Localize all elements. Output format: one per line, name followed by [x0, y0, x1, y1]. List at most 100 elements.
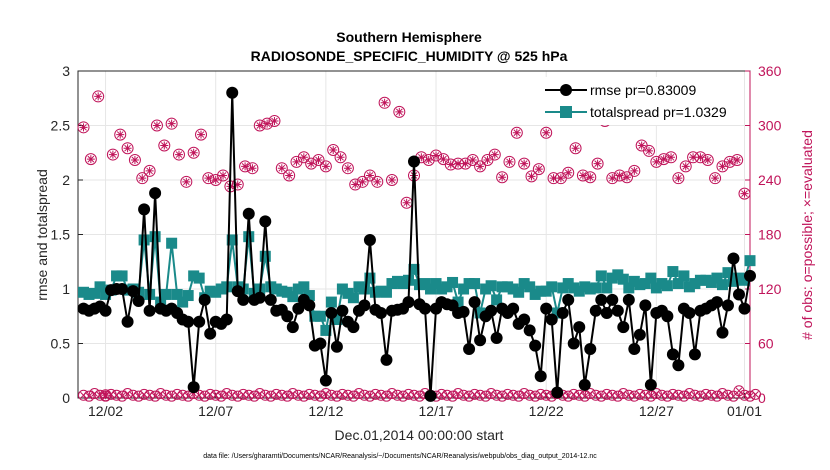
obs-evaluated-point [94, 92, 103, 101]
obs-possible-point [540, 126, 553, 139]
totalspread-point [386, 278, 398, 290]
obs-zero-point [149, 390, 161, 402]
obs-zero-point [116, 390, 128, 402]
obs-possible-point [518, 157, 531, 170]
obs-evaluated-point [608, 174, 617, 183]
totalspread-point [584, 283, 596, 295]
obs-possible-point [246, 162, 259, 175]
totalspread-point [276, 285, 288, 297]
totalspread-point [353, 281, 365, 293]
obs-zero-point [612, 390, 624, 402]
totalspread-point [711, 272, 723, 284]
footnote: data file: /Users/gharamti/Documents/NCA… [203, 453, 597, 460]
obs-zero-point [678, 390, 690, 402]
totalspread-point [188, 270, 200, 282]
totalspread-point [628, 275, 640, 287]
rmse-point [716, 326, 729, 339]
obs-evaluated-point [292, 157, 301, 166]
obs-zero-evaluated [118, 392, 126, 400]
obs-zero-point [232, 390, 244, 402]
obs-possible-point [393, 105, 406, 118]
rmse-point [363, 233, 376, 246]
totalspread-point [738, 274, 750, 286]
obs-evaluated-point [652, 157, 661, 166]
rmse-point [545, 313, 558, 326]
obs-possible-point [261, 117, 274, 130]
obs-possible-point [231, 178, 244, 191]
y-tick-label-6: 3 [62, 63, 70, 79]
rmse-point [220, 313, 233, 326]
totalspread-point [678, 270, 690, 282]
obs-evaluated-point [116, 130, 125, 139]
x-tick-label-1: 12/07 [198, 403, 233, 419]
rmse-point [314, 337, 327, 350]
obs-zero-evaluated [614, 392, 622, 400]
totalspread-point [546, 281, 558, 293]
rmse-point [666, 348, 679, 361]
obs-possible-point [503, 155, 516, 168]
obs-possible-point [496, 171, 509, 184]
obs-evaluated-point [270, 116, 279, 125]
obs-possible-point [569, 142, 582, 155]
totalspread-point [298, 281, 310, 293]
obs-zero-point [314, 390, 326, 402]
legend-totalspread-label: totalspread pr=1.0329 [590, 104, 727, 120]
obs-zero-point [364, 390, 376, 402]
totalspread-point [391, 275, 403, 287]
rmse-point [738, 302, 751, 315]
obs-possible-point [114, 128, 127, 141]
obs-possible-point [92, 90, 105, 103]
obs-zero-point [331, 390, 343, 402]
totalspread-point [100, 288, 112, 300]
obs-possible-point [672, 172, 685, 185]
obs-zero-point [744, 390, 756, 402]
y-tick-label-0: 0 [62, 390, 70, 406]
obs-possible-point [319, 160, 332, 173]
totalspread-point [656, 278, 668, 290]
rmse-point [419, 302, 432, 315]
obs-evaluated-point [152, 121, 161, 130]
totalspread-point [573, 285, 585, 297]
rmse-point [424, 389, 437, 402]
totalspread-point [160, 288, 172, 300]
totalspread-point [474, 307, 486, 319]
totalspread-point [226, 234, 238, 246]
obs-zero-point [496, 390, 508, 402]
rmse-point [584, 342, 597, 355]
totalspread-point [89, 287, 101, 299]
obs-zero-point [281, 390, 293, 402]
rmse-point [358, 299, 371, 312]
obs-evaluated-point [160, 141, 169, 150]
totalspread-point [138, 234, 150, 246]
totalspread-point [491, 294, 503, 306]
obs-zero-point [414, 390, 426, 402]
rmse-point [600, 306, 613, 319]
totalspread-point [116, 270, 128, 282]
rmse-point [187, 381, 200, 394]
rmse-point [573, 321, 586, 334]
obs-evaluated-point [645, 146, 654, 155]
obs-possible-point [172, 148, 185, 161]
obs-zero-point [485, 387, 497, 399]
rmse-point [589, 304, 602, 317]
x-tick-label-5: 12/27 [639, 403, 674, 419]
totalspread-point [364, 272, 376, 284]
totalspread-point [430, 278, 442, 290]
obs-evaluated-point [696, 153, 705, 162]
obs-possible-point [525, 170, 538, 183]
obs-possible-point [444, 158, 457, 171]
obs-zero-point [347, 390, 359, 402]
obs-possible-point [716, 160, 729, 173]
obs-possible-point [106, 148, 119, 161]
obs-zero-point [248, 390, 260, 402]
obs-zero-point [529, 390, 541, 402]
rmse-point [182, 315, 195, 328]
y-tick-label-4: 2 [62, 172, 70, 188]
obs-evaluated-point [461, 159, 470, 168]
totalspread-point [689, 278, 701, 290]
totalspread-point [513, 286, 525, 298]
obs-possible-point [731, 154, 744, 167]
obs-possible-point [356, 175, 369, 188]
obs-evaluated-point [373, 177, 382, 186]
